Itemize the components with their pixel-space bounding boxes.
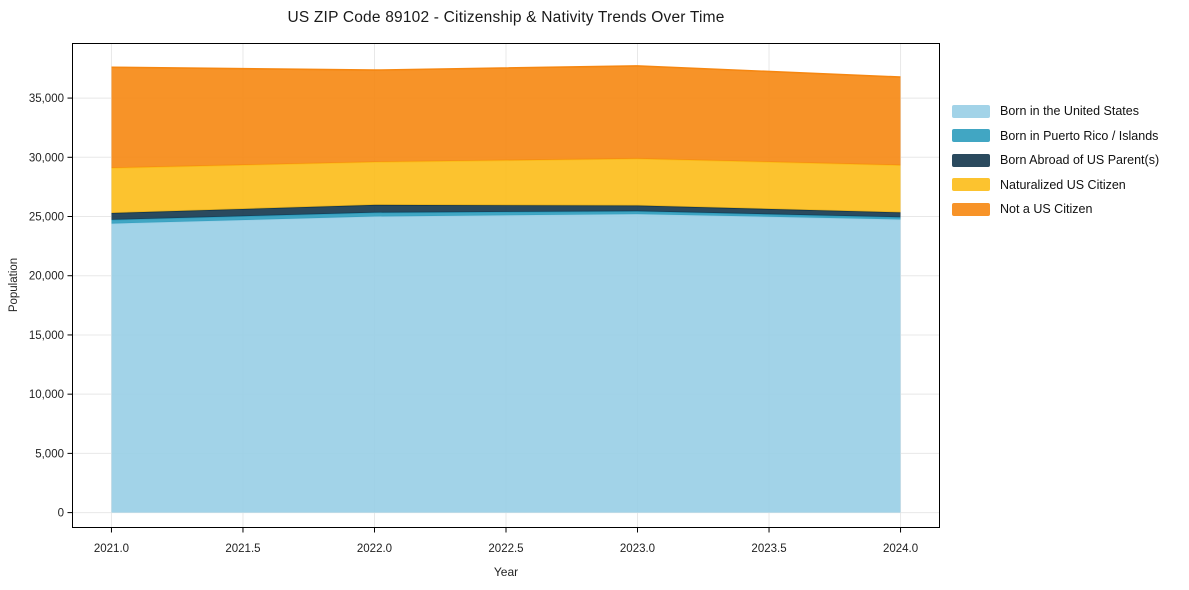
legend-item-not-a-us-citizen: Not a US Citizen [952,197,1159,222]
x-tick-label: 2024.0 [883,543,918,555]
x-tick-label: 2022.5 [488,543,523,555]
area-naturalized-us-citizen [111,158,901,213]
x-tick-label: 2022.0 [357,543,392,555]
legend-item-naturalized-us-citizen: Naturalized US Citizen [952,173,1159,198]
x-tick-label: 2021.0 [94,543,129,555]
y-tick-label: 15,000 [29,330,64,342]
area-born-in-puerto-rico-islands [111,211,901,224]
legend-item-born-in-the-united-states: Born in the United States [952,99,1159,124]
area-born-abroad-of-us-parent-s [111,204,901,220]
area-not-a-us-citizen [111,65,901,168]
y-tick-label: 10,000 [29,389,64,401]
legend-label: Born in Puerto Rico / Islands [1000,128,1159,143]
y-tick-label: 35,000 [29,93,64,105]
legend-label: Naturalized US Citizen [1000,177,1126,192]
legend-label: Not a US Citizen [1000,202,1093,217]
x-axis-label: Year [493,565,519,579]
y-axis-label: Population [8,257,20,313]
legend: Born in the United States Born in Puerto … [952,99,1159,222]
area-born-in-the-united-states [111,214,901,513]
area-edge-not-a-us-citizen [111,65,901,78]
y-tick-label: 0 [58,508,64,520]
legend-label: Born in the United States [1000,104,1139,119]
legend-swatch-icon [952,153,990,167]
legend-swatch-icon [952,104,990,118]
y-tick-label: 25,000 [29,212,64,224]
legend-swatch-icon [952,129,990,143]
y-tick-label: 5,000 [35,448,64,460]
y-tick-label: 20,000 [29,271,64,283]
plot-border [72,43,940,528]
legend-swatch-icon [952,178,990,192]
legend-item-born-abroad-of-us-parent-s: Born Abroad of US Parent(s) [952,148,1159,173]
legend-label: Born Abroad of US Parent(s) [1000,153,1160,168]
legend-swatch-icon [952,202,990,216]
chart-title: US ZIP Code 89102 - Citizenship & Nativi… [287,9,725,26]
x-tick-label: 2023.5 [751,543,786,555]
x-tick-label: 2023.0 [620,543,655,555]
legend-item-born-in-puerto-rico-islands: Born in Puerto Rico / Islands [952,124,1159,149]
y-tick-label: 30,000 [29,152,64,164]
x-tick-label: 2021.5 [225,543,260,555]
